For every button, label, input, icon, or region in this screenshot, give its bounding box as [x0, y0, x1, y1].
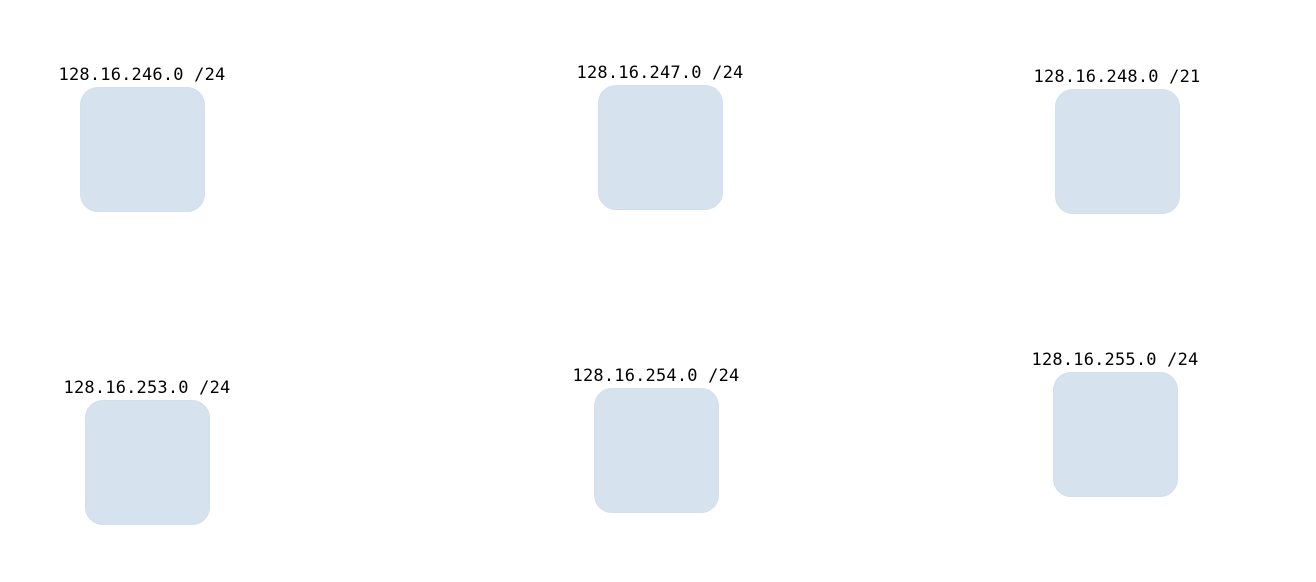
subnet-label: 128.16.247.0 /24 [576, 63, 744, 83]
subnet-label: 128.16.255.0 /24 [1031, 350, 1199, 370]
subnet-node-128-16-254-0: 128.16.254.0 /24 [568, 366, 744, 513]
subnet-label: 128.16.253.0 /24 [63, 378, 231, 398]
subnet-node-128-16-246-0: 128.16.246.0 /24 [54, 65, 230, 212]
subnet-node-128-16-247-0: 128.16.247.0 /24 [572, 63, 748, 210]
subnet-node-128-16-255-0: 128.16.255.0 /24 [1027, 350, 1203, 497]
subnet-box [593, 388, 719, 513]
subnet-node-128-16-253-0: 128.16.253.0 /24 [59, 378, 235, 525]
subnet-box [1052, 372, 1178, 497]
subnet-label: 128.16.254.0 /24 [572, 366, 740, 386]
subnet-box [597, 85, 723, 210]
subnet-box [79, 87, 205, 212]
subnet-node-128-16-248-0: 128.16.248.0 /21 [1029, 67, 1205, 214]
subnet-box [84, 400, 210, 525]
subnet-label: 128.16.246.0 /24 [58, 65, 226, 85]
subnet-label: 128.16.248.0 /21 [1033, 67, 1201, 87]
subnet-box [1054, 89, 1180, 214]
